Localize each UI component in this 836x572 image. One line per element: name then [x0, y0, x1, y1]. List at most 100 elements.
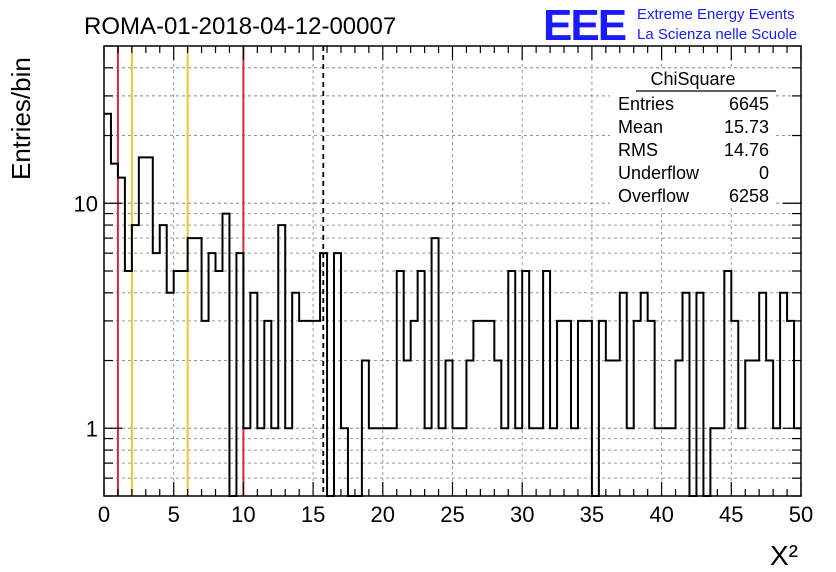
x-axis-label: X²	[770, 540, 798, 571]
histogram-bin	[236, 253, 243, 496]
stats-row-label: Entries	[618, 94, 674, 114]
histogram-bin	[453, 428, 460, 496]
histogram-bin	[717, 428, 724, 496]
x-tick-label: 40	[649, 502, 673, 527]
histogram-series	[104, 112, 801, 497]
histogram-bin	[188, 238, 195, 496]
histogram-bin	[376, 428, 383, 496]
x-tick-label: 10	[231, 502, 255, 527]
histogram-bin	[494, 361, 501, 496]
y-axis-label: Entries/bin	[6, 57, 36, 180]
stats-box-rows: Entries 6645 Mean 15.73 RMS 14.76 Underflow 0 Ov…	[618, 94, 769, 206]
histogram-bin	[132, 225, 139, 496]
histogram-bin	[195, 238, 202, 496]
histogram-bin	[459, 428, 466, 496]
histogram-bin	[222, 214, 229, 496]
logo-line-2: La Scienza nelle Scuole	[637, 26, 797, 43]
histogram-bin	[766, 361, 773, 496]
histogram-bin	[676, 361, 683, 496]
histogram-bin	[669, 428, 676, 496]
histogram-bin	[683, 293, 690, 496]
histogram-bin	[341, 428, 348, 496]
histogram-bin	[466, 361, 473, 496]
eee-logo: EEE Extreme Energy Events La Scienza nel…	[543, 1, 797, 50]
histogram-bin	[515, 428, 522, 496]
histogram-bin	[362, 361, 369, 496]
stats-row-value: 6645	[729, 94, 769, 114]
stats-row-value: 0	[759, 163, 769, 183]
histogram-bin	[543, 271, 550, 496]
chart-title: ROMA-01-2018-04-12-00007	[84, 13, 396, 40]
histogram-bin	[578, 321, 585, 496]
stats-row-value: 15.73	[724, 117, 769, 137]
x-tick-label: 35	[580, 502, 604, 527]
histogram-bin	[752, 361, 759, 496]
logo-line-1: Extreme Energy Events	[637, 6, 795, 23]
histogram-bin	[334, 253, 341, 496]
histogram-bin	[501, 428, 508, 496]
x-tick-label: 0	[98, 502, 110, 527]
histogram-bin	[606, 361, 613, 496]
histogram-bin	[641, 293, 648, 496]
histogram-bin	[153, 253, 160, 496]
histogram-bin	[696, 293, 703, 496]
histogram-bin	[487, 321, 494, 496]
histogram-bin	[160, 225, 167, 496]
histogram-bin	[313, 321, 320, 496]
histogram-bin	[655, 428, 662, 496]
histogram-bin	[585, 321, 592, 496]
histogram-outline	[104, 112, 801, 497]
histogram-bin	[209, 253, 216, 496]
y-tick-label: 10	[74, 191, 98, 216]
axes-frame	[103, 45, 802, 497]
histogram-bin	[167, 293, 174, 496]
stats-box: ChiSquare Entries 6645 Mean 15.73 RMS 14.76 Un…	[610, 69, 776, 206]
histogram-bin	[731, 321, 738, 496]
histogram-bin	[599, 321, 606, 496]
logo-mark: EEE	[543, 1, 626, 50]
histogram-bin	[299, 321, 306, 496]
x-axis-tick-labels: 0 5 10 15 20 25 30 35 40 45 50	[98, 502, 813, 527]
histogram-bin	[202, 321, 209, 496]
histogram-bin	[745, 361, 752, 496]
histogram-bin	[550, 428, 557, 496]
histogram-bin	[522, 271, 529, 496]
y-axis-tick-labels: 1 10	[74, 191, 98, 441]
x-tick-label: 15	[301, 502, 325, 527]
histogram-bin	[780, 293, 787, 496]
histogram-bin	[634, 321, 641, 496]
histogram-bin	[271, 428, 278, 496]
stats-row-label: Underflow	[618, 163, 700, 183]
histogram-bin	[174, 271, 181, 496]
histogram-bin	[564, 321, 571, 496]
histogram-bin	[125, 271, 132, 496]
histogram-bin	[536, 428, 543, 496]
histogram-bin	[439, 428, 446, 496]
histogram-bin	[257, 428, 264, 496]
histogram-bin	[285, 428, 292, 496]
histogram-bin	[446, 361, 453, 496]
histogram-bin	[250, 293, 257, 496]
histogram-bin	[243, 428, 250, 496]
histogram-bin	[773, 428, 780, 496]
stats-row-label: Mean	[618, 117, 663, 137]
x-tick-label: 5	[168, 502, 180, 527]
histogram-bin	[397, 271, 404, 496]
histogram-bin	[620, 293, 627, 496]
histogram-bin	[118, 178, 125, 496]
histogram-bin	[529, 428, 536, 496]
histogram-bin	[710, 428, 717, 496]
y-tick-label: 1	[86, 416, 98, 441]
histogram-bin	[473, 321, 480, 496]
histogram-bin	[139, 157, 146, 496]
histogram-bin	[759, 293, 766, 496]
histogram-bin	[787, 321, 794, 496]
stats-row-value: 14.76	[724, 140, 769, 160]
stats-row-value: 6258	[729, 186, 769, 206]
histogram-bin	[508, 271, 515, 496]
histogram-bin	[557, 321, 564, 496]
x-tick-label: 25	[440, 502, 464, 527]
x-tick-label: 50	[789, 502, 813, 527]
histogram-bin	[306, 321, 313, 496]
stats-box-background	[610, 70, 776, 206]
